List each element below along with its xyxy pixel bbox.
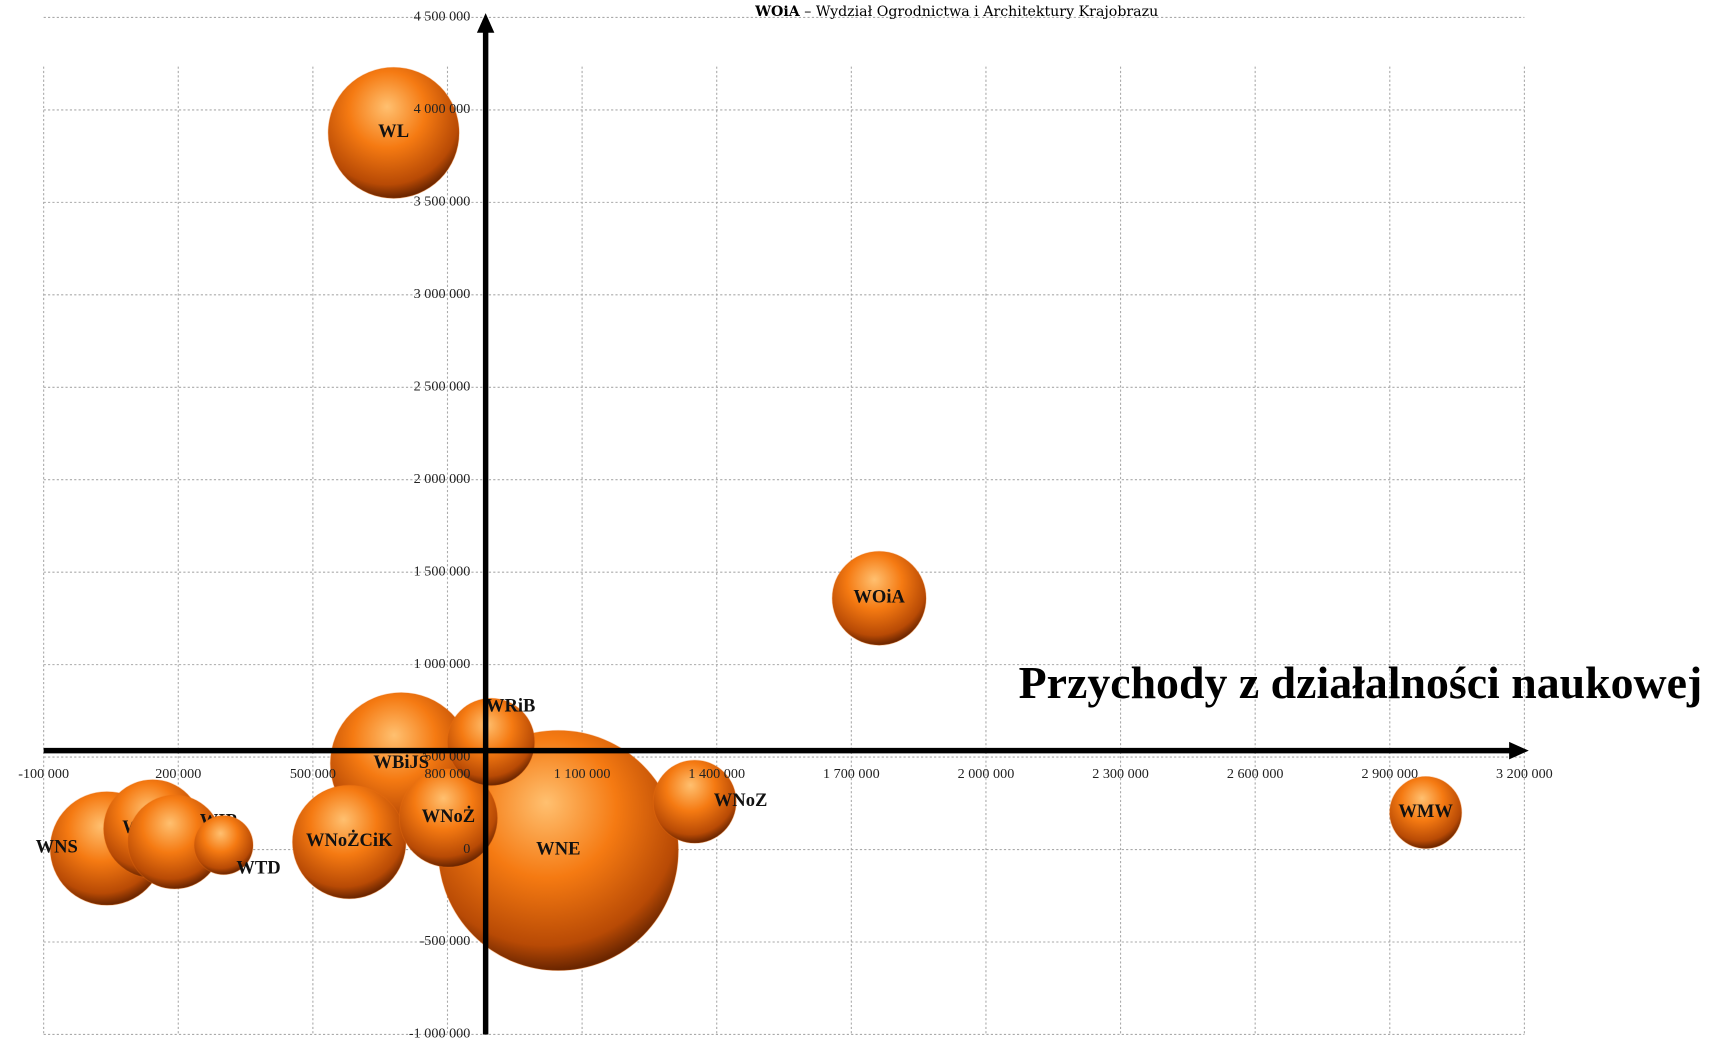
x-tick-label: 1 400 000: [688, 766, 745, 782]
bubble: [398, 768, 499, 868]
bubble-label: WNoŻ: [422, 806, 476, 827]
y-tick-label: 1 000 000: [414, 656, 471, 672]
x-tick-label: 2 900 000: [1361, 766, 1418, 782]
bubble-label: WL: [378, 121, 409, 142]
axes: -100 000 200 000 500 000 800 000 1 100 000 1 …: [18, 9, 1552, 1041]
y-tick-label: 1 500 000: [414, 563, 471, 579]
y-tick-label: -500 000: [420, 933, 471, 949]
bubble-label: WNoŻCiK: [306, 830, 393, 851]
bubble-label: WRiB: [486, 695, 535, 716]
x-tick-label: -100 000: [18, 766, 69, 782]
legend-note: WOiA – Wydział Ogrodnictwa i Architektur…: [754, 4, 1158, 20]
bubble: [446, 697, 536, 787]
bubble: [193, 815, 254, 876]
y-tick-label: 3 500 000: [414, 194, 471, 210]
x-tick-label: 500 000: [290, 766, 336, 782]
y-tick-label: 2 000 000: [414, 471, 471, 487]
bubble: [1389, 776, 1463, 850]
bubbles: WNEWBiJŚWLWNoŻCiKWNSWNoŻWZIiMWOiAWIPWRiB…: [36, 66, 1463, 972]
x-tick-label: 800 000: [424, 766, 470, 782]
grid: [43, 16, 1525, 1035]
bubble-label: WBiJŚ: [373, 751, 429, 773]
x-tick-label: 1 700 000: [823, 766, 880, 782]
bubble: [652, 759, 737, 844]
bubble-label: WMW: [1398, 801, 1453, 822]
bubble-label: WOiA: [853, 587, 905, 608]
y-tick-label: -1 000 000: [409, 1026, 470, 1041]
bubble: [831, 550, 927, 646]
y-tick-label: 4 000 000: [414, 101, 471, 117]
x-tick-label: 1 100 000: [554, 766, 611, 782]
x-tick-label: 2 000 000: [958, 766, 1015, 782]
y-tick-label: 0: [463, 841, 470, 857]
legend-text: – Wydział Ogrodnictwa i Architektury Kra…: [804, 4, 1158, 20]
x-tick-label: 2 600 000: [1227, 766, 1284, 782]
x-tick-label: 3 200 000: [1496, 766, 1553, 782]
bubble-label: WNS: [36, 837, 78, 858]
y-tick-label: 2 500 000: [414, 379, 471, 395]
x-axis-title: Przychody z działalności naukowej: [1019, 657, 1703, 708]
x-axis-arrow: [1509, 741, 1529, 760]
x-tick-label: 200 000: [155, 766, 201, 782]
y-tick-label: 3 000 000: [414, 286, 471, 302]
bubble: [327, 66, 460, 199]
y-tick-label: 4 500 000: [414, 9, 471, 25]
y-axis-arrow: [476, 13, 495, 33]
legend-abbr: WOiA: [754, 4, 801, 20]
bubble-label: WNoZ: [714, 790, 768, 811]
bubble-label: WNE: [536, 839, 580, 860]
bubble-label: WTD: [236, 857, 280, 878]
x-tick-label: 2 300 000: [1092, 766, 1149, 782]
